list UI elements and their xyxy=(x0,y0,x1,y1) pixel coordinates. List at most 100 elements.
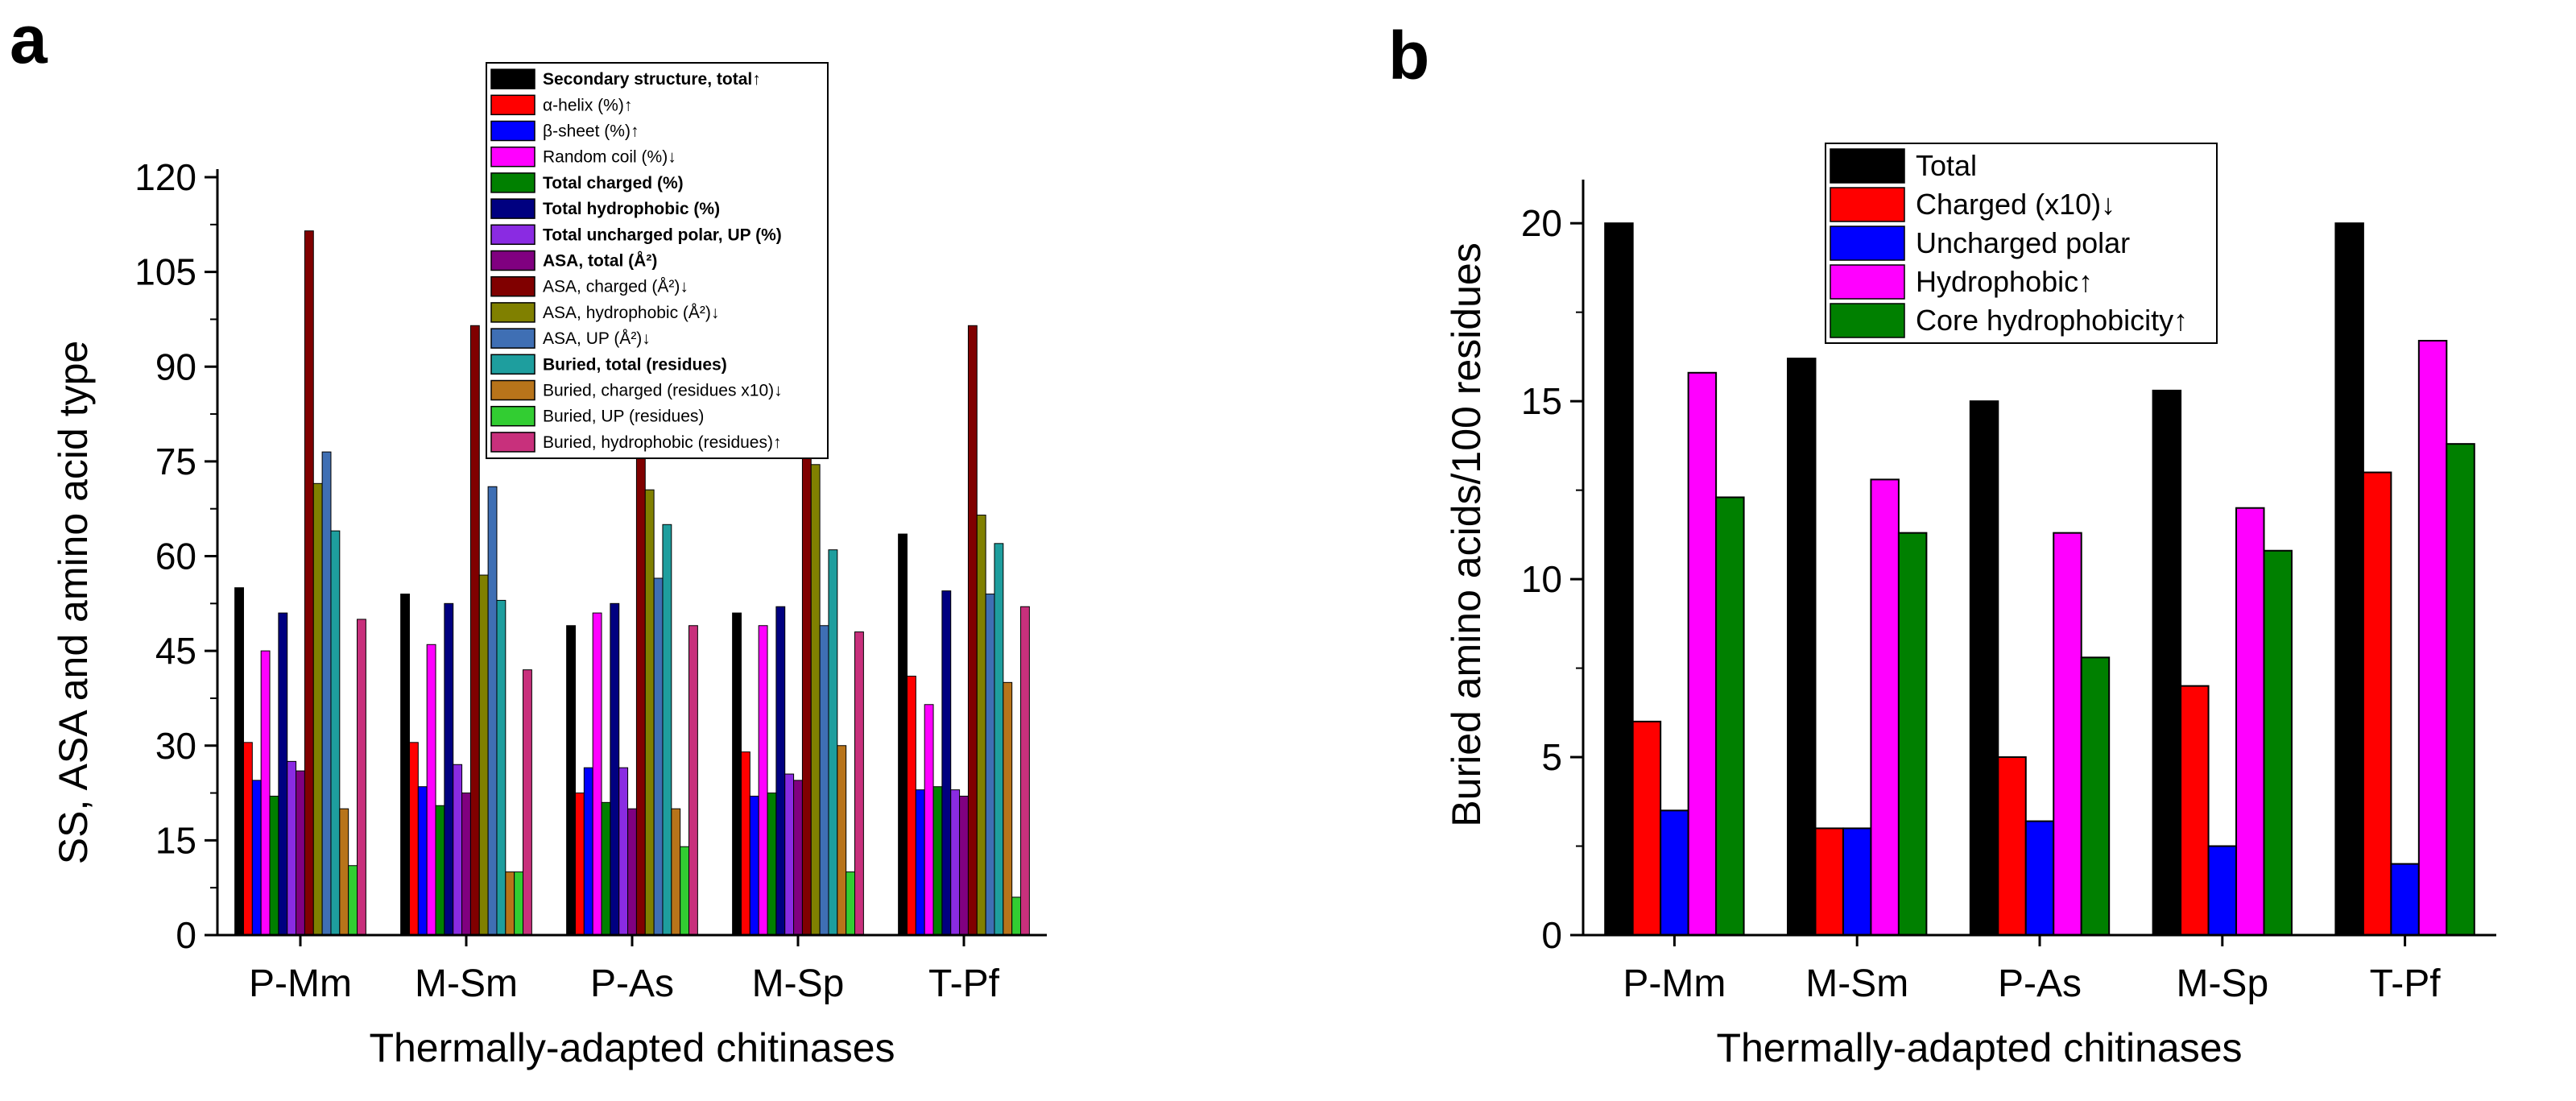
bar-a-P-As-s13 xyxy=(680,846,690,936)
bar-a-T-Pf-s0 xyxy=(898,533,908,936)
bar-a-P-Mm-s9 xyxy=(312,482,323,936)
legend-label-12: Buried, charged (residues x10)↓ xyxy=(543,382,783,400)
bar-a-P-Mm-s8 xyxy=(304,230,314,936)
y-tick-label-60: 60 xyxy=(155,536,196,577)
bar-a-P-As-s2 xyxy=(583,767,593,936)
bar-b-M-Sm-s4 xyxy=(1897,532,1928,937)
bar-a-M-Sm-s1 xyxy=(408,742,419,936)
legend-label-1: Charged (x10)↓ xyxy=(1916,188,2115,221)
legend-swatch-13 xyxy=(490,405,535,427)
legend-label-4: Total charged (%) xyxy=(543,174,684,192)
bar-a-M-Sp-s5 xyxy=(775,606,786,936)
legend-label-11: Buried, total (residues) xyxy=(543,355,727,374)
panel-b-bars xyxy=(1604,222,2475,937)
bar-a-P-Mm-s7 xyxy=(296,770,305,936)
x-tick-label-M-Sm: M-Sm xyxy=(415,962,518,1005)
y-tick-label-30: 30 xyxy=(155,725,196,767)
legend-label-6: Total uncharged polar, UP (%) xyxy=(543,226,782,244)
bar-a-P-As-s14 xyxy=(688,625,698,936)
bar-a-P-Mm-s0 xyxy=(234,587,244,936)
y-tick-label-0: 0 xyxy=(1541,914,1562,956)
legend-label-0: Total xyxy=(1916,149,1977,182)
bar-a-M-Sp-s13 xyxy=(846,871,856,936)
y-tick-label-0: 0 xyxy=(176,914,196,956)
bar-a-M-Sm-s12 xyxy=(505,871,515,936)
bar-a-M-Sm-s5 xyxy=(444,602,454,936)
bar-a-M-Sm-s3 xyxy=(426,644,436,936)
bar-a-P-As-s5 xyxy=(610,602,620,936)
bar-b-P-As-s1 xyxy=(1997,756,2027,936)
y-tick-label-120: 120 xyxy=(134,156,196,198)
bar-a-P-Mm-s3 xyxy=(260,650,271,936)
legend-label-4: Core hydrophobicity↑ xyxy=(1916,304,2188,337)
bar-a-M-Sp-s1 xyxy=(740,751,750,936)
bar-a-M-Sm-s6 xyxy=(453,764,463,936)
legend-swatch-3 xyxy=(1830,264,1905,300)
bar-a-P-Mm-s13 xyxy=(348,865,358,936)
panel-b-x-ticks: P-Mm M-Sm P-As M-Sp T-Pf xyxy=(1623,935,2441,1005)
legend-swatch-14 xyxy=(490,432,535,453)
bar-a-P-As-s9 xyxy=(644,489,655,936)
panel-b-letter: b xyxy=(1388,18,1429,93)
bar-a-M-Sm-s14 xyxy=(523,669,532,936)
bar-a-T-Pf-s4 xyxy=(932,786,943,936)
bar-a-P-As-s3 xyxy=(592,612,602,936)
y-tick-label-20: 20 xyxy=(1521,202,1562,244)
bar-b-T-Pf-s1 xyxy=(2362,471,2392,936)
legend-label-13: Buried, UP (residues) xyxy=(543,408,704,426)
bar-b-P-Mm-s4 xyxy=(1715,496,1745,936)
bar-a-P-Mm-s6 xyxy=(287,760,297,936)
legend-label-3: Random coil (%)↓ xyxy=(543,148,676,167)
bar-a-P-Mm-s14 xyxy=(357,619,366,936)
panel-a-x-ticks: P-Mm M-Sm P-As M-Sp T-Pf xyxy=(249,935,1000,1005)
bar-b-P-Mm-s3 xyxy=(1687,371,1718,936)
legend-label-0: Secondary structure, total↑ xyxy=(543,70,761,89)
bar-a-T-Pf-s11 xyxy=(994,543,1004,936)
panel-b-y-ticks: 0 5 10 15 20 xyxy=(1521,202,1583,956)
legend-swatch-7 xyxy=(490,250,535,271)
x-tick-label-M-Sp: M-Sp xyxy=(2176,962,2268,1005)
bar-a-M-Sp-s12 xyxy=(837,745,847,936)
bar-a-T-Pf-s14 xyxy=(1020,606,1030,936)
bar-a-P-Mm-s1 xyxy=(242,742,253,936)
bar-a-T-Pf-s6 xyxy=(950,789,961,936)
bar-b-M-Sm-s1 xyxy=(1814,827,1844,937)
bar-a-P-As-s11 xyxy=(662,524,672,936)
bar-a-M-Sm-s7 xyxy=(461,793,471,936)
bar-a-P-As-s6 xyxy=(618,767,629,936)
bar-a-T-Pf-s8 xyxy=(967,325,978,936)
bar-b-P-As-s2 xyxy=(2024,820,2055,936)
panel-b-y-axis-title: Buried amino acids/100 residues xyxy=(1444,242,1489,826)
legend-swatch-4 xyxy=(1830,303,1905,338)
bar-a-T-Pf-s1 xyxy=(906,675,916,936)
panel-b-chart: b 0 5 10 15 20 P-Mm M-Sm P-As M-Sp T-Pf Thermall… xyxy=(1388,18,2496,1070)
bar-a-M-Sm-s0 xyxy=(400,594,410,936)
bar-b-M-Sm-s2 xyxy=(1842,827,1872,937)
legend-swatch-5 xyxy=(490,198,535,219)
bar-a-T-Pf-s2 xyxy=(915,789,925,936)
y-tick-label-5: 5 xyxy=(1541,736,1562,778)
x-tick-label-P-Mm: P-Mm xyxy=(1623,962,1726,1005)
bar-b-T-Pf-s4 xyxy=(2446,443,2475,936)
panel-a-legend: Secondary structure, total↑ α-helix (%)↑ β… xyxy=(486,62,829,459)
bar-a-P-Mm-s10 xyxy=(321,451,332,936)
bar-a-T-Pf-s10 xyxy=(985,594,995,936)
bar-b-M-Sm-s3 xyxy=(1870,478,1900,936)
bar-a-P-As-s10 xyxy=(653,577,664,936)
y-tick-label-15: 15 xyxy=(155,819,196,861)
bar-a-M-Sp-s0 xyxy=(732,612,742,936)
bar-b-T-Pf-s3 xyxy=(2417,340,2448,936)
legend-swatch-3 xyxy=(490,146,535,168)
legend-swatch-12 xyxy=(490,379,535,401)
bar-a-M-Sp-s2 xyxy=(749,795,759,936)
bar-b-M-Sp-s0 xyxy=(2152,389,2182,936)
bar-a-P-Mm-s5 xyxy=(278,612,288,936)
legend-label-14: Buried, hydrophobic (residues)↑ xyxy=(543,433,781,452)
legend-label-9: ASA, hydrophobic (Å²)↓ xyxy=(543,304,719,322)
legend-label-1: α-helix (%)↑ xyxy=(543,96,632,114)
bar-a-P-As-s1 xyxy=(574,793,585,936)
panel-b-x-axis-title: Thermally-adapted chitinases xyxy=(1716,1025,2242,1070)
bar-a-M-Sp-s10 xyxy=(819,625,829,936)
legend-swatch-0 xyxy=(1830,148,1905,184)
